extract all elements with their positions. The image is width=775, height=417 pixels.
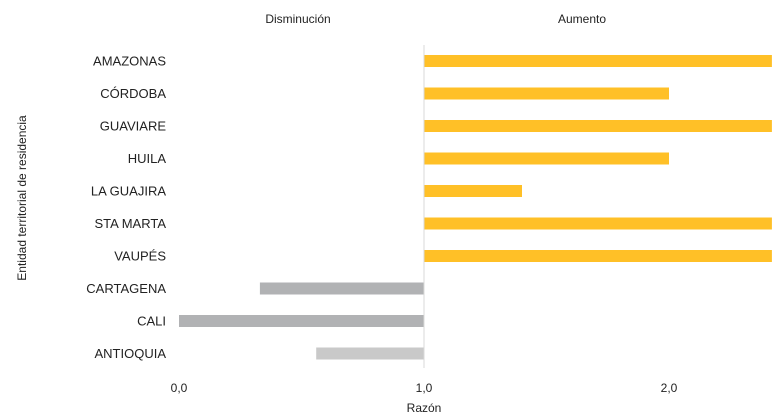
category-label-cali: CALI (137, 314, 166, 329)
bar-amazonas (424, 55, 772, 67)
bar-cordoba (424, 87, 669, 100)
side-label-increase: Aumento (558, 12, 606, 26)
bar-vaupes (424, 250, 772, 262)
category-label-antioquia: ANTIOQUIA (94, 346, 166, 361)
category-label-cordoba: CÓRDOBA (100, 86, 166, 101)
x-tick-labels: 0,0 1,0 2,0 (171, 381, 678, 395)
category-label-huila: HUILA (128, 151, 167, 166)
bar-cartagena (259, 282, 424, 295)
bar-guaviare (424, 120, 772, 132)
side-label-decrease: Disminución (265, 12, 330, 26)
category-label-sta-marta: STA MARTA (94, 216, 166, 231)
bar-la-guajira (424, 185, 522, 197)
category-label-vaupes: VAUPÉS (114, 249, 166, 264)
x-axis-title: Razón (407, 401, 442, 415)
category-label-la-guajira: LA GUAJIRA (91, 184, 166, 199)
bar-antioquia (316, 347, 424, 360)
category-label-guaviare: GUAVIARE (100, 119, 167, 134)
category-label-amazonas: AMAZONAS (93, 54, 166, 69)
x-tick-label: 0,0 (171, 381, 188, 395)
x-tick-label: 2,0 (661, 381, 678, 395)
bar-cali (179, 315, 424, 327)
y-axis-title: Entidad territorial de residencia (15, 115, 29, 281)
category-labels: AMAZONAS CÓRDOBA GUAVIARE HUILA LA GUAJIRA ST… (86, 54, 166, 362)
x-tick-label: 1,0 (416, 381, 433, 395)
bar-huila (424, 152, 669, 165)
category-label-cartagena: CARTAGENA (86, 281, 166, 296)
bars-group (179, 55, 772, 360)
bar-sta-marta (424, 217, 772, 230)
